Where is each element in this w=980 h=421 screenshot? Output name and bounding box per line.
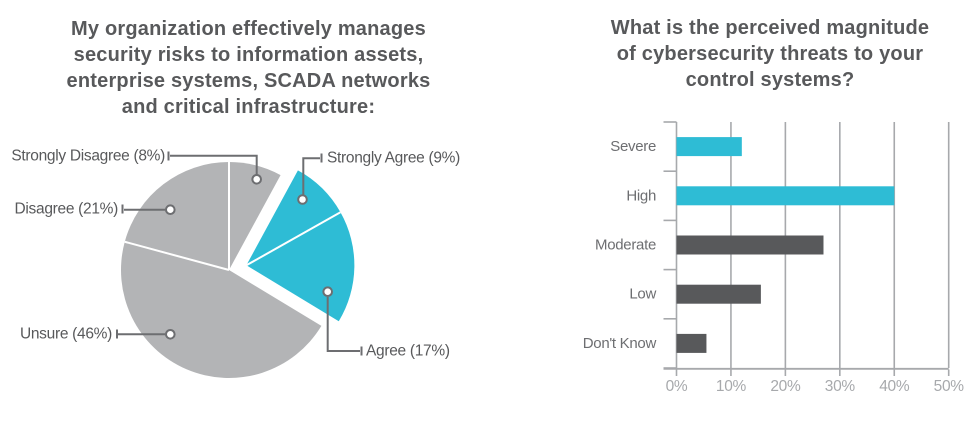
bar-moderate [676,235,824,255]
category-label-low: Low [629,286,656,303]
pie-slice-strongly-disagree [229,162,281,270]
bar-chart-title: What is the perceived magnitude of cyber… [610,17,930,91]
slice-divider [245,211,341,267]
bar-high [676,186,895,206]
leader-line-strongly-disagree [170,154,258,175]
leader-line-agree [326,297,360,352]
bar-chart: 0% 10% 20% 30% 40% 50% Severe High Moderate Low Do… [583,121,965,395]
slice-divider [124,240,230,271]
slice-label-strongly-disagree: Strongly Disagree (8%) [11,148,165,165]
slice-marker-dot [297,194,308,205]
slice-label-disagree: Disagree (21%) [15,201,119,218]
pie-chart-title: My organization effectively manages secu… [66,18,431,118]
bar-don-t-know [676,333,707,353]
slice-marker-dot [322,286,334,297]
pie-slice-unsure [120,241,322,379]
bar-severe [676,137,742,157]
x-tick-label-40: 40% [879,378,910,395]
slice-label-unsure: Unsure (46%) [20,326,112,343]
pie-slice-disagree [124,162,229,270]
leader-line-strongly-agree [302,157,320,195]
slice-marker-dot [251,174,263,185]
x-tick-label-30: 30% [825,378,856,395]
pie-slice-strongly-agree [246,170,341,266]
category-label-don-t-know: Don't Know [583,335,657,352]
slice-marker-dot [165,204,176,215]
x-tick-label-50: 50% [934,378,965,395]
slice-marker-dot [165,329,176,340]
category-label-high: High [626,187,656,204]
bar-low [676,284,761,304]
category-label-moderate: Moderate [595,237,656,254]
category-label-severe: Severe [610,138,656,155]
x-tick-label-10: 10% [716,378,747,395]
x-tick-label-20: 20% [770,378,801,395]
slice-label-strongly-agree: Strongly Agree (9%) [327,150,460,167]
slice-label-agree: Agree (17%) [366,343,450,360]
x-tick-label-0: 0% [666,378,688,395]
pie-chart: Strongly Disagree (8%) Strongly Agree (9%… [11,148,460,379]
